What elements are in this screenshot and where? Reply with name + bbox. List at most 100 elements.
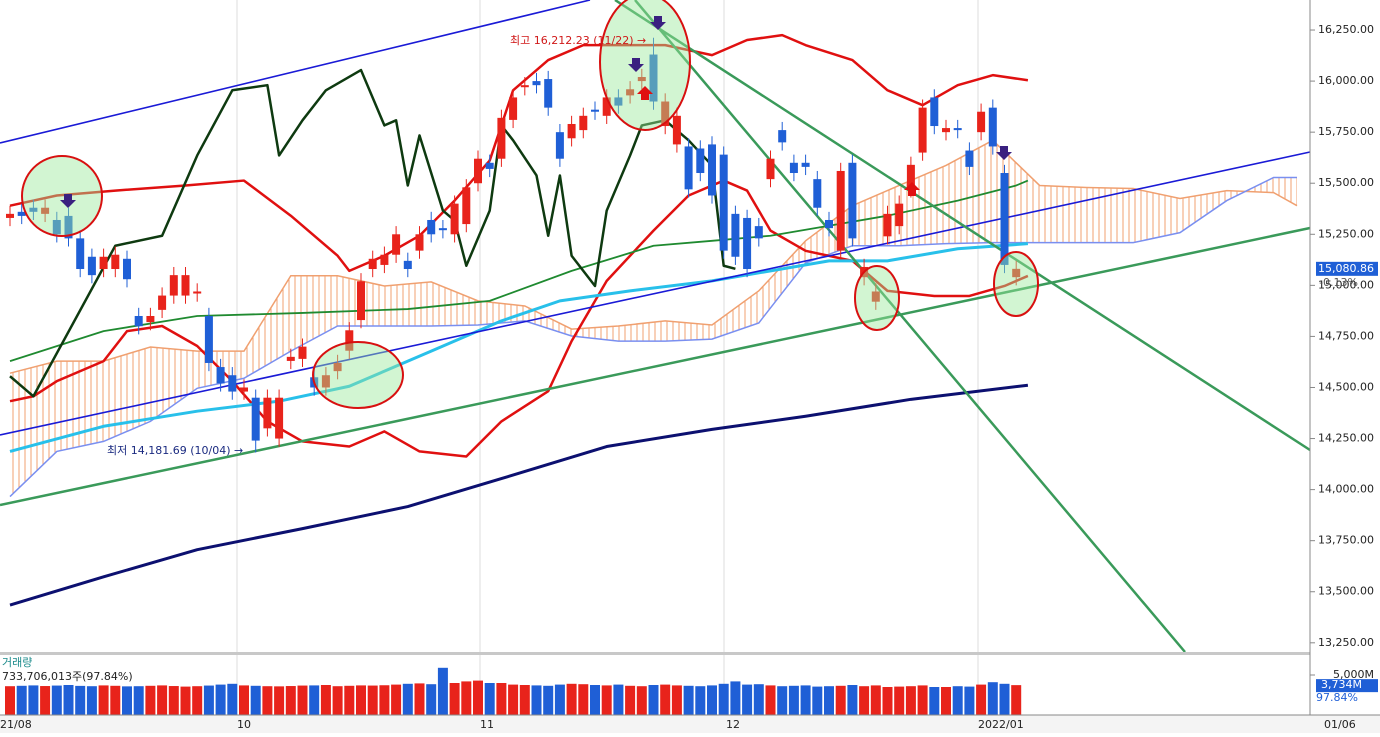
date-label: 12: [726, 718, 740, 731]
candle-body: [193, 291, 202, 294]
high-annotation: 최고 16,212.23 (11/22) →: [510, 34, 646, 47]
candle-body: [380, 254, 389, 265]
trendline: [614, 0, 1311, 452]
candle-body: [169, 275, 178, 296]
candle-body: [403, 260, 412, 270]
volume-bar: [987, 682, 998, 715]
candle-body: [497, 117, 506, 159]
volume-bar: [847, 685, 858, 715]
candle-body: [731, 213, 740, 257]
volume-bar: [285, 686, 296, 715]
candle-body: [64, 215, 73, 239]
volume-bar: [426, 684, 437, 715]
volume-bar: [239, 685, 249, 715]
volume-bar: [683, 685, 694, 715]
volume-bar: [75, 685, 86, 715]
candle-body: [684, 146, 693, 190]
last-price-label: 15,080.86: [1318, 262, 1374, 275]
candle-body: [988, 107, 997, 147]
volume-bar: [227, 683, 238, 715]
volume-bar: [309, 685, 320, 715]
volume-bar: [356, 685, 366, 715]
candle-body: [298, 346, 307, 359]
volume-info: 733,706,013주(97.84%): [2, 670, 133, 683]
candle-body: [965, 150, 974, 167]
candle-body: [906, 164, 915, 190]
volume-title: 거래량: [2, 656, 32, 669]
trendline: [634, 0, 1186, 653]
volume-bar: [122, 686, 132, 715]
candle-body: [251, 397, 260, 441]
highlight: [599, 0, 691, 131]
arrow-up: [904, 182, 920, 196]
volume-bar: [718, 683, 729, 715]
candle-body: [216, 367, 225, 384]
volume-bar: [168, 686, 179, 715]
candle-body: [87, 256, 96, 276]
y-tick-label: 13,500.00: [1318, 585, 1374, 598]
candles: [6, 37, 1021, 453]
volume-bar: [859, 686, 870, 715]
candle-body: [661, 101, 670, 127]
volume-bar: [508, 684, 519, 715]
volume-bar: [812, 686, 823, 715]
candle-body: [883, 213, 892, 237]
arrow-down: [628, 58, 644, 72]
volume-bar: [824, 686, 834, 715]
volume-bar: [976, 684, 987, 715]
highlight: [993, 251, 1039, 317]
volume-bar: [473, 680, 483, 715]
volume-bar: [215, 684, 226, 715]
volume-bar: [437, 667, 448, 715]
candle-body: [450, 203, 459, 235]
candle-body: [567, 123, 576, 139]
candle-body: [228, 375, 237, 392]
candle-body: [321, 375, 330, 388]
candle-body: [41, 207, 50, 214]
candle-body: [895, 203, 904, 227]
signal-arrows: [60, 16, 1012, 208]
candle-body: [392, 234, 401, 255]
candle-body: [368, 258, 377, 270]
date-label: 10: [237, 718, 251, 731]
panel-separator: [0, 652, 1310, 655]
change-label: -0.13%: [1319, 276, 1358, 289]
candle-body: [672, 115, 681, 145]
candle-body: [825, 219, 833, 229]
candle-body: [123, 258, 131, 280]
candle-body: [626, 89, 635, 96]
y-tick-label: 15,250.00: [1318, 227, 1374, 240]
date-label: 01/06: [1324, 718, 1356, 731]
volume-bar: [484, 683, 495, 715]
volume-bar: [145, 685, 156, 715]
candle-body: [871, 291, 880, 302]
volume-bar: [964, 686, 975, 715]
highlight-circles: [21, 0, 1039, 409]
arrow-down: [60, 194, 76, 208]
volume-last-label: 3,734M: [1321, 678, 1362, 691]
candle-body: [591, 109, 599, 112]
candle-body: [848, 162, 857, 239]
volume-bar: [262, 686, 273, 715]
date-label: 2022/01: [978, 718, 1024, 731]
candle-body: [263, 397, 272, 429]
volume-bar: [543, 685, 554, 715]
indicator-line: [9, 383, 1029, 607]
y-tick-label: 15,000.00: [1318, 278, 1374, 291]
volume-bar: [414, 683, 425, 715]
volume-bar: [777, 686, 788, 715]
highlight: [312, 341, 404, 409]
candle-body: [649, 54, 658, 102]
volume-bar: [636, 686, 647, 715]
volume-bar: [601, 685, 612, 715]
candle-body: [6, 213, 14, 218]
candle-body: [111, 254, 120, 270]
indicator-line: [9, 33, 1029, 273]
trendlines: [0, 0, 1311, 653]
volume-bar: [578, 684, 589, 715]
candle-body: [602, 97, 611, 116]
candle-body: [146, 315, 155, 323]
volume-last-tag: [1316, 679, 1378, 693]
volume-bar: [660, 684, 671, 715]
